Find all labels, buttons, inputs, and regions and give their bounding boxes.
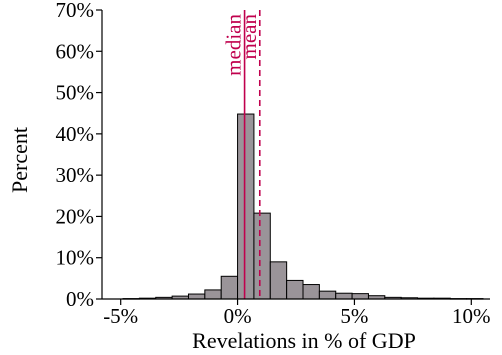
histogram-bar [351,293,369,300]
histogram-bar [253,212,271,300]
histogram-bar [204,289,222,300]
y-tick-label: 20% [56,204,95,228]
histogram-bar [302,284,320,300]
x-tick-label: 10% [452,304,491,328]
histogram-bars [122,113,484,300]
y-tick-label: 50% [56,81,95,105]
histogram-bar [335,292,353,300]
y-tick-label: 40% [56,122,95,146]
histogram-bar [237,113,255,300]
y-axis-label: Percent [7,127,32,193]
histogram-bar [269,261,288,300]
y-tick-label: 30% [56,163,95,187]
y-ticks: 0% 10% 20% 30% 40% 50% 60% 70% [56,0,102,311]
histogram-bar [220,275,239,300]
y-tick-label: 70% [56,0,95,22]
mean-label: mean [237,14,261,60]
histogram-bar [286,279,304,300]
x-tick-label: 0% [224,304,252,328]
median-label: median [222,14,246,76]
histogram-bar [318,290,337,300]
y-tick-label: 0% [66,287,94,311]
x-ticks: -5% 0% 5% 10% [103,299,491,328]
axes [101,10,490,300]
y-tick-label: 10% [56,246,95,270]
x-tick-label: 5% [340,304,368,328]
y-tick-label: 60% [56,39,95,63]
x-axis-label: Revelations in % of GDP [192,328,416,353]
histogram-bar [187,293,206,300]
x-tick-label: -5% [103,304,138,328]
